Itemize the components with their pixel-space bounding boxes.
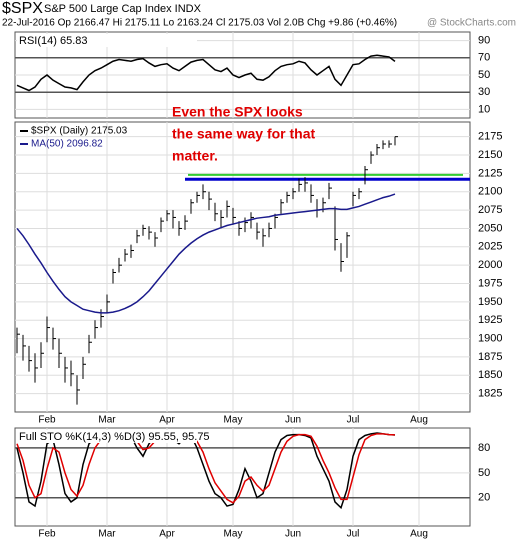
x-tick-label: Apr — [159, 529, 175, 540]
x-tick-label: Apr — [159, 415, 175, 426]
legend-entry: $SPX (Daily) 2175.03 — [31, 126, 128, 137]
y-tick-label: 1875 — [478, 351, 502, 363]
y-tick-label: 1925 — [478, 314, 502, 326]
x-tick-label: Jun — [285, 415, 301, 426]
x-tick-label: May — [224, 415, 243, 426]
y-tick-label: 80 — [478, 442, 490, 454]
y-tick-label: 10 — [478, 103, 490, 115]
series-line — [16, 433, 396, 504]
x-tick-label: Aug — [410, 415, 428, 426]
x-tick-label: Jun — [285, 529, 301, 540]
y-tick-label: 1850 — [478, 369, 502, 381]
y-tick-label: 1900 — [478, 332, 502, 344]
series-line — [16, 193, 396, 314]
panel-title: Full STO %K(14,3) %D(3) 95.55, 95.75 — [19, 431, 210, 443]
y-tick-label: 2050 — [478, 222, 502, 234]
panel-title: RSI(14) 65.83 — [19, 35, 87, 47]
y-tick-label: 70 — [478, 52, 490, 64]
y-tick-label: 90 — [478, 35, 490, 47]
label-bg — [17, 430, 197, 443]
security-name: S&P 500 Large Cap Index INDX — [44, 3, 202, 15]
series-line — [16, 432, 396, 510]
x-tick-label: Mar — [98, 529, 116, 540]
y-tick-label: 2150 — [478, 149, 502, 161]
quote: 22-Jul-2016 Op 2166.47 Hi 2175.11 Lo 216… — [2, 18, 397, 29]
label-bg — [17, 34, 197, 47]
annotation: matter. — [172, 148, 218, 164]
y-tick-label: 1950 — [478, 296, 502, 308]
y-tick-label: 2075 — [478, 204, 502, 216]
x-tick-label: Jul — [347, 529, 360, 540]
symbol: $SPX — [2, 0, 43, 17]
annotation: the same way for that — [172, 126, 315, 142]
legend-entry: MA(50) 2096.82 — [31, 139, 103, 150]
y-tick-label: 50 — [478, 467, 490, 479]
source: @ StockCharts.com — [427, 18, 516, 29]
panel-frame — [14, 427, 471, 527]
x-tick-label: Feb — [38, 415, 56, 426]
x-tick-label: Feb — [38, 529, 56, 540]
y-tick-label: 2125 — [478, 167, 502, 179]
x-tick-label: Jul — [347, 415, 360, 426]
y-tick-label: 2000 — [478, 259, 502, 271]
x-tick-label: Aug — [410, 529, 428, 540]
y-tick-label: 20 — [478, 492, 490, 504]
y-tick-label: 1975 — [478, 277, 502, 289]
y-tick-label: 30 — [478, 86, 490, 98]
annotation: Even the SPX looks — [172, 104, 303, 120]
series-line — [16, 54, 396, 92]
y-tick-label: 2025 — [478, 241, 502, 253]
y-tick-label: 2100 — [478, 186, 502, 198]
y-tick-label: 50 — [478, 69, 490, 81]
x-tick-label: May — [224, 529, 243, 540]
y-tick-label: 2175 — [478, 131, 502, 143]
panel-frame — [14, 121, 471, 413]
x-tick-label: Mar — [98, 415, 116, 426]
y-tick-label: 1825 — [478, 388, 502, 400]
